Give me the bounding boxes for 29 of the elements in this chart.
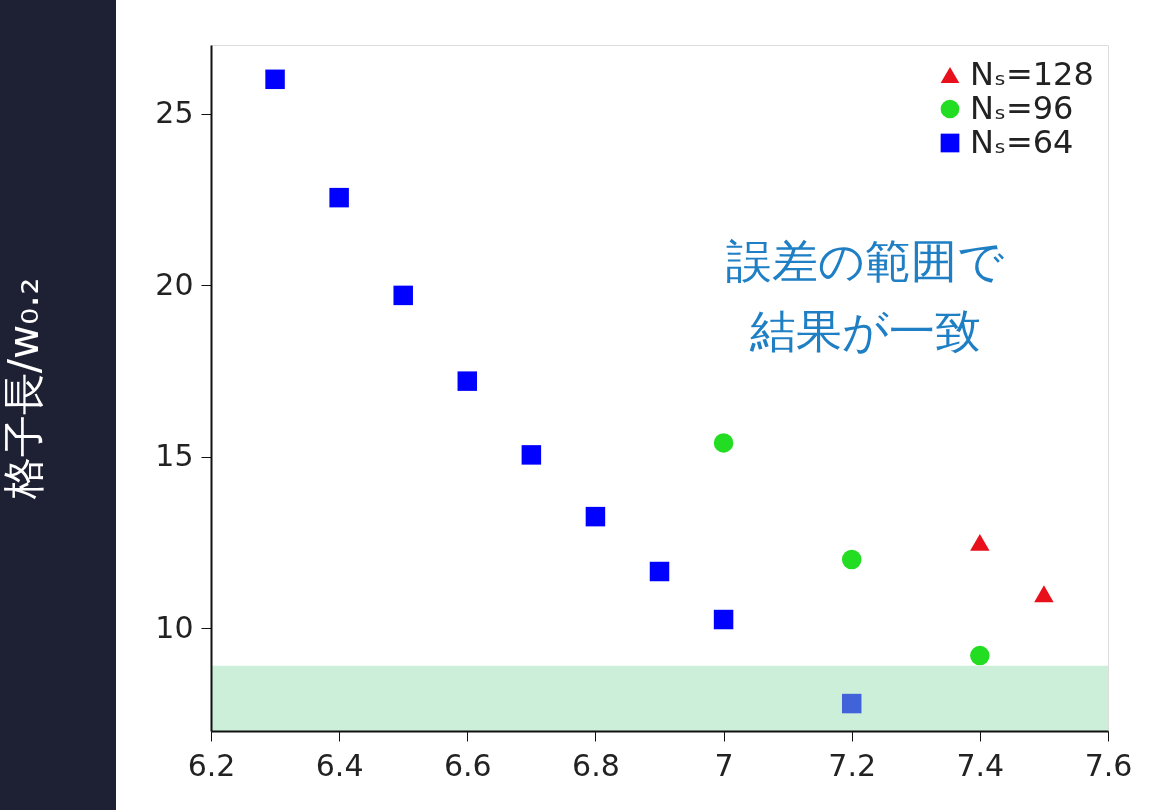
point: [841, 549, 862, 570]
point: [713, 433, 734, 453]
x-tick-label: 6.4: [315, 747, 364, 783]
point: [970, 533, 990, 551]
y-axis-title: 格子長/w₀.₂: [0, 277, 48, 501]
annotation: 結果が一致: [748, 304, 981, 358]
x-tick-label: 6.6: [443, 747, 492, 783]
y-tick-label: 15: [155, 438, 194, 474]
point: [1034, 585, 1054, 603]
point: [521, 445, 542, 465]
point: [457, 371, 478, 391]
x-tick-label: 6.8: [572, 747, 620, 783]
point: [393, 285, 413, 306]
point: [713, 609, 734, 630]
x-tick-label: 7.4: [956, 747, 1005, 783]
x-tick-label: 7: [714, 747, 734, 783]
point: [970, 645, 990, 666]
x-tick-label: 7.2: [828, 747, 877, 783]
y-tick-label: 25: [155, 95, 194, 131]
y-tick-label: 10: [155, 609, 194, 645]
point: [585, 506, 606, 527]
point: [329, 187, 349, 208]
x-tick-label: 6.2: [187, 747, 236, 783]
x-tick-label: 7.6: [1084, 747, 1133, 783]
point: [649, 561, 670, 582]
annotation: 誤差の範囲で: [726, 234, 1004, 288]
point: [265, 69, 285, 90]
y-tick-label: 20: [155, 266, 194, 302]
point: [841, 693, 862, 714]
